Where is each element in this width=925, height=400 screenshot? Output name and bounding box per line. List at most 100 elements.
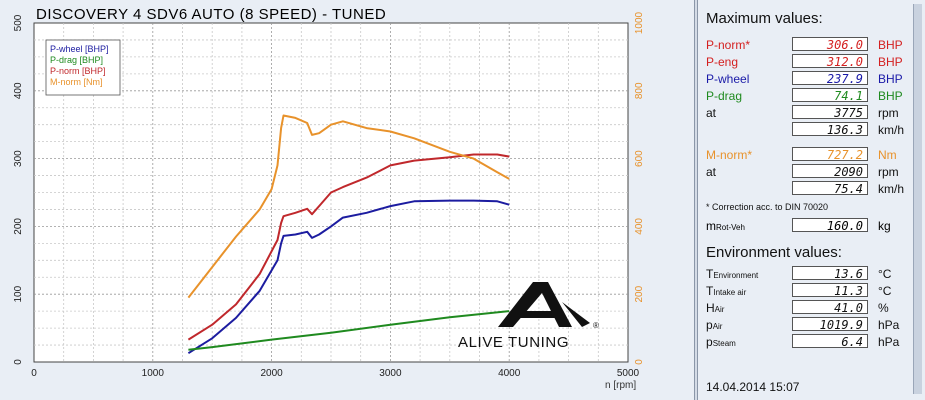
value-field: 306.0	[792, 37, 868, 52]
y-right-tick-label: 200	[634, 285, 645, 302]
env-values-title: Environment values:	[706, 244, 842, 261]
value-unit: °C	[878, 267, 892, 281]
value-label: TEnvironment	[706, 267, 759, 281]
value-field: 41.0	[792, 300, 868, 315]
legend-box	[45, 39, 121, 96]
value-field: 727.2	[792, 147, 868, 162]
datetime: 14.04.2014 15:07	[706, 380, 800, 394]
value-unit: BHP	[878, 55, 903, 69]
y-right-tick-label: 1000	[634, 11, 645, 34]
mrot-value: 160.0	[792, 218, 868, 233]
value-label: P-norm*	[706, 38, 751, 52]
value-label: TIntake air	[706, 284, 747, 298]
value-field: 75.4	[792, 181, 868, 196]
value-field: 11.3	[792, 283, 868, 298]
value-row: P-wheel 237.9 BHP	[706, 71, 918, 87]
y-right-tick-label: 0	[634, 359, 645, 365]
series-line	[187, 153, 510, 341]
mrot-unit: kg	[878, 219, 891, 233]
value-unit: km/h	[878, 182, 905, 196]
y-right-tick-label: 800	[634, 82, 645, 99]
correction-note: * Correction acc. to DIN 70020	[706, 202, 829, 212]
values-panel: Maximum values: P-norm* 306.0 BHP P-eng 312.…	[697, 0, 925, 400]
watermark-text: ALIVE TUNING	[458, 334, 569, 351]
y-left-tick-label: 400	[13, 82, 24, 99]
x-tick-label: 4000	[498, 368, 521, 379]
value-row: at 3775 rpm	[706, 105, 918, 121]
axis-ticks: 0 1000 2000 3000 4000 50000100200300400500020…	[13, 11, 645, 379]
legend: P-wheel [BHP]P-drag [BHP]P-norm [BHP]M-n…	[45, 39, 121, 96]
y-left-tick-label: 300	[13, 150, 24, 167]
value-field: 74.1	[792, 88, 868, 103]
value-row: pSteam 6.4 hPa	[706, 334, 918, 350]
value-unit: BHP	[878, 89, 903, 103]
value-row: pAir 1019.9 hPa	[706, 317, 918, 333]
x-tick-label: 3000	[379, 368, 402, 379]
logo-a-icon	[498, 282, 590, 327]
value-unit: BHP	[878, 38, 903, 52]
value-unit: hPa	[878, 318, 900, 332]
dyno-chart: DISCOVERY 4 SDV6 AUTO (8 SPEED) - TUNED …	[13, 6, 645, 391]
value-label: P-drag	[706, 89, 743, 103]
series-line	[187, 114, 510, 299]
legend-entry: P-wheel [BHP]	[50, 44, 109, 54]
value-row: TEnvironment 13.6 °C	[706, 266, 918, 282]
value-label: M-norm*	[706, 148, 753, 162]
x-axis-label: n [rpm]	[605, 380, 636, 391]
value-label: P-eng	[706, 55, 739, 69]
value-unit: °C	[878, 284, 892, 298]
value-field: 312.0	[792, 54, 868, 69]
y-right-tick-label: 400	[634, 218, 645, 235]
value-label: pSteam	[706, 335, 736, 349]
value-field: 237.9	[792, 71, 868, 86]
x-tick-label: 0	[31, 368, 37, 379]
value-row: TIntake air 11.3 °C	[706, 283, 918, 299]
chart-panel: DISCOVERY 4 SDV6 AUTO (8 SPEED) - TUNED …	[0, 0, 695, 400]
value-unit: rpm	[878, 165, 899, 179]
legend-entry: P-norm [BHP]	[50, 66, 106, 76]
value-unit: Nm	[878, 148, 897, 162]
series-line	[188, 310, 510, 351]
y-left-tick-label: 500	[13, 14, 24, 31]
value-unit: km/h	[878, 123, 905, 137]
x-tick-label: 2000	[260, 368, 283, 379]
watermark-mark: ®	[593, 321, 599, 330]
value-label: pAir	[706, 318, 723, 332]
value-unit: hPa	[878, 335, 900, 349]
value-row: at 2090 rpm	[706, 164, 918, 180]
value-field: 13.6	[792, 266, 868, 281]
legend-entry: P-drag [BHP]	[50, 55, 103, 65]
value-label: P-wheel	[706, 72, 750, 86]
value-field: 1019.9	[792, 317, 868, 332]
value-row: HAir 41.0%	[706, 300, 918, 316]
x-tick-label: 5000	[617, 368, 640, 379]
chart-title: DISCOVERY 4 SDV6 AUTO (8 SPEED) - TUNED	[36, 6, 386, 23]
y-right-tick-label: 600	[634, 150, 645, 167]
value-field: 3775	[792, 105, 868, 120]
mrot-label: mRot-Veh	[706, 219, 745, 233]
value-field: 2090	[792, 164, 868, 179]
value-label: at	[706, 165, 717, 179]
value-unit: rpm	[878, 106, 899, 120]
x-tick-label: 1000	[142, 368, 165, 379]
value-row: 75.4 km/h	[706, 181, 918, 197]
value-row: P-eng 312.0 BHP	[706, 54, 918, 70]
watermark-logo: ® ALIVE TUNING	[458, 282, 599, 351]
series-group	[187, 114, 510, 355]
value-label: HAir	[706, 301, 725, 315]
value-unit: BHP	[878, 72, 903, 86]
max-values-title: Maximum values:	[706, 10, 823, 27]
series-line	[187, 199, 510, 355]
y-left-tick-label: 200	[13, 218, 24, 235]
value-row: M-norm* 727.2 Nm	[706, 147, 918, 163]
y-left-tick-label: 0	[13, 359, 24, 365]
legend-entry: M-norm [Nm]	[50, 77, 103, 87]
value-field: 136.3	[792, 122, 868, 137]
value-label: at	[706, 106, 717, 120]
value-field: 6.4	[792, 334, 868, 349]
value-unit: %	[878, 301, 889, 315]
y-left-tick-label: 100	[13, 285, 24, 302]
value-row: 136.3 km/h	[706, 122, 918, 138]
scrollbar[interactable]	[913, 4, 922, 394]
value-row: P-drag 74.1 BHP	[706, 88, 918, 104]
